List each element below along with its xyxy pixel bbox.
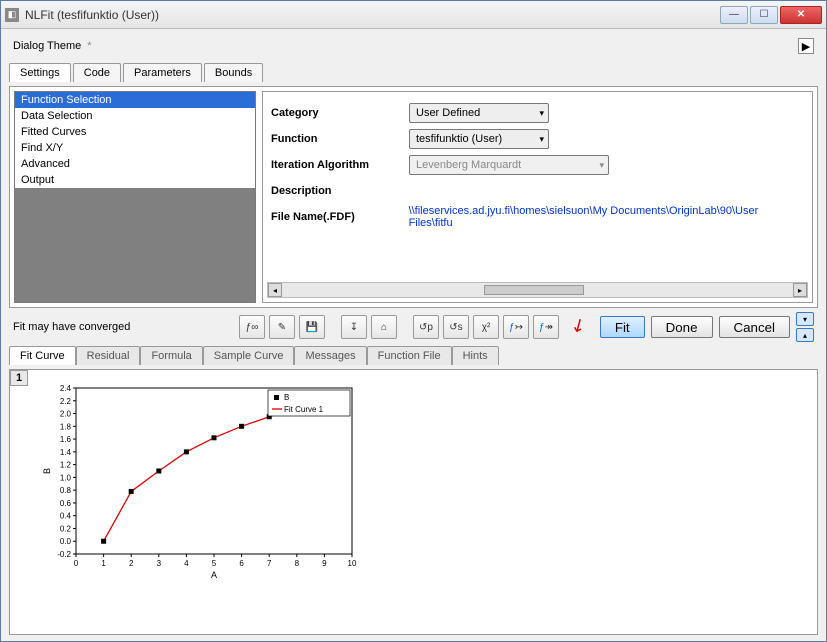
algorithm-label: Iteration Algorithm [271,159,399,171]
tab-residual[interactable]: Residual [76,346,141,365]
edit-function-button[interactable]: ƒ∞ [239,315,265,339]
category-select[interactable]: User Defined [409,103,549,123]
titlebar: ◧ NLFit (tesfifunktio (User)) — ☐ ✕ [1,1,826,29]
fit-toolbar: ƒ∞ ✎ 💾 ↧ ⌂ ↺p ↺s χ² ƒ↣ ƒ↠ [239,315,559,339]
done-button[interactable]: Done [651,316,713,338]
svg-text:7: 7 [267,559,272,568]
properties-panel: Category User Defined Function tesfifunk… [262,91,813,303]
init-params-button[interactable]: ↧ [341,315,367,339]
mid-toolbar-row: Fit may have converged ƒ∞ ✎ 💾 ↧ ⌂ ↺p ↺s … [9,312,818,342]
tab-bounds[interactable]: Bounds [204,63,263,82]
tab-function-file[interactable]: Function File [367,346,452,365]
save-button[interactable]: 💾 [299,315,325,339]
horizontal-scrollbar[interactable]: ◂ ▸ [267,282,808,298]
tab-hints[interactable]: Hints [452,346,499,365]
dialog-theme-value[interactable]: * [87,40,91,52]
tab-messages[interactable]: Messages [294,346,366,365]
svg-text:B: B [42,468,52,474]
fit-until-conv-button[interactable]: ƒ↠ [533,315,559,339]
chart-index-badge[interactable]: 1 [10,370,28,386]
minimize-button[interactable]: — [720,6,748,24]
tab-fit-curve[interactable]: Fit Curve [9,346,76,365]
annotation-arrow: ↙ [567,312,591,338]
svg-text:0.4: 0.4 [60,512,72,521]
settings-panel: Function Selection Data Selection Fitted… [9,86,818,308]
sidebar-find-xy[interactable]: Find X/Y [15,140,255,156]
fit-one-button[interactable]: ƒ↣ [503,315,529,339]
svg-text:1.4: 1.4 [60,448,72,457]
settings-sidebar: Function Selection Data Selection Fitted… [14,91,256,303]
top-tabs: Settings Code Parameters Bounds [9,63,818,82]
tab-formula[interactable]: Formula [140,346,202,365]
dialog-theme-row: Dialog Theme * ▶ [9,35,818,57]
scroll-thumb[interactable] [484,285,584,295]
scroll-left-button[interactable]: ◂ [268,283,282,297]
cancel-button[interactable]: Cancel [719,316,791,338]
fit-curve-panel: 1 -0.2 0.0 0.2 0.4 0.6 0.8 1.0 1.2 1.4 1.6 1.8 2.0 2… [9,369,818,635]
simplex-button[interactable]: ⌂ [371,315,397,339]
tab-parameters[interactable]: Parameters [123,63,202,82]
svg-text:1: 1 [101,559,106,568]
svg-text:2: 2 [129,559,134,568]
svg-text:2.0: 2.0 [60,410,72,419]
svg-text:B: B [284,393,289,402]
maximize-button[interactable]: ☐ [750,6,778,24]
svg-text:6: 6 [239,559,244,568]
expand-down-button[interactable]: ▾ [796,312,814,326]
sidebar-data-selection[interactable]: Data Selection [15,108,255,124]
iterate-button[interactable]: ↺s [443,315,469,339]
category-label: Category [271,107,399,119]
close-button[interactable]: ✕ [780,6,822,24]
svg-text:0.2: 0.2 [60,524,72,533]
svg-text:1.2: 1.2 [60,461,72,470]
new-function-button[interactable]: ✎ [269,315,295,339]
svg-text:1.0: 1.0 [60,473,72,482]
sidebar-function-selection[interactable]: Function Selection [15,92,255,108]
sidebar-advanced[interactable]: Advanced [15,156,255,172]
fit-chart: -0.2 0.0 0.2 0.4 0.6 0.8 1.0 1.2 1.4 1.6 1.8 2.0 2.2… [40,380,360,580]
tab-settings[interactable]: Settings [9,63,71,82]
dialog-theme-label: Dialog Theme [13,40,81,52]
fit-button[interactable]: Fit [600,316,645,338]
tab-sample-curve[interactable]: Sample Curve [203,346,295,365]
bottom-tabs: Fit Curve Residual Formula Sample Curve … [9,346,818,365]
scroll-right-button[interactable]: ▸ [793,283,807,297]
svg-text:-0.2: -0.2 [57,550,71,559]
svg-text:0: 0 [74,559,79,568]
svg-text:10: 10 [348,559,357,568]
chi-sq-button[interactable]: χ² [473,315,499,339]
svg-text:8: 8 [295,559,300,568]
description-label: Description [271,185,399,197]
function-select[interactable]: tesfifunktio (User) [409,129,549,149]
svg-text:3: 3 [157,559,162,568]
sidebar-output[interactable]: Output [15,172,255,188]
window-title: NLFit (tesfifunktio (User)) [25,8,720,22]
svg-text:0.8: 0.8 [60,486,72,495]
svg-text:2.4: 2.4 [60,384,72,393]
svg-text:4: 4 [184,559,189,568]
dialog-theme-menu-button[interactable]: ▶ [798,38,814,54]
filename-label: File Name(.FDF) [271,211,399,223]
svg-text:0.0: 0.0 [60,537,72,546]
svg-text:Fit Curve 1: Fit Curve 1 [284,405,324,414]
app-icon: ◧ [5,8,19,22]
one-iteration-button[interactable]: ↺p [413,315,439,339]
tab-code[interactable]: Code [73,63,121,82]
algorithm-select: Levenberg Marquardt [409,155,609,175]
svg-text:1.8: 1.8 [60,422,72,431]
svg-text:A: A [211,570,217,580]
function-label: Function [271,133,399,145]
filename-value[interactable]: \\fileservices.ad.jyu.fi\homes\sielsuon\… [409,205,804,229]
svg-text:0.6: 0.6 [60,499,72,508]
window: ◧ NLFit (tesfifunktio (User)) — ☐ ✕ Dial… [0,0,827,642]
sidebar-fitted-curves[interactable]: Fitted Curves [15,124,255,140]
svg-text:1.6: 1.6 [60,435,72,444]
expand-up-button[interactable]: ▴ [796,328,814,342]
svg-text:2.2: 2.2 [60,397,72,406]
status-text: Fit may have converged [13,321,233,333]
svg-text:9: 9 [322,559,327,568]
svg-text:5: 5 [212,559,217,568]
